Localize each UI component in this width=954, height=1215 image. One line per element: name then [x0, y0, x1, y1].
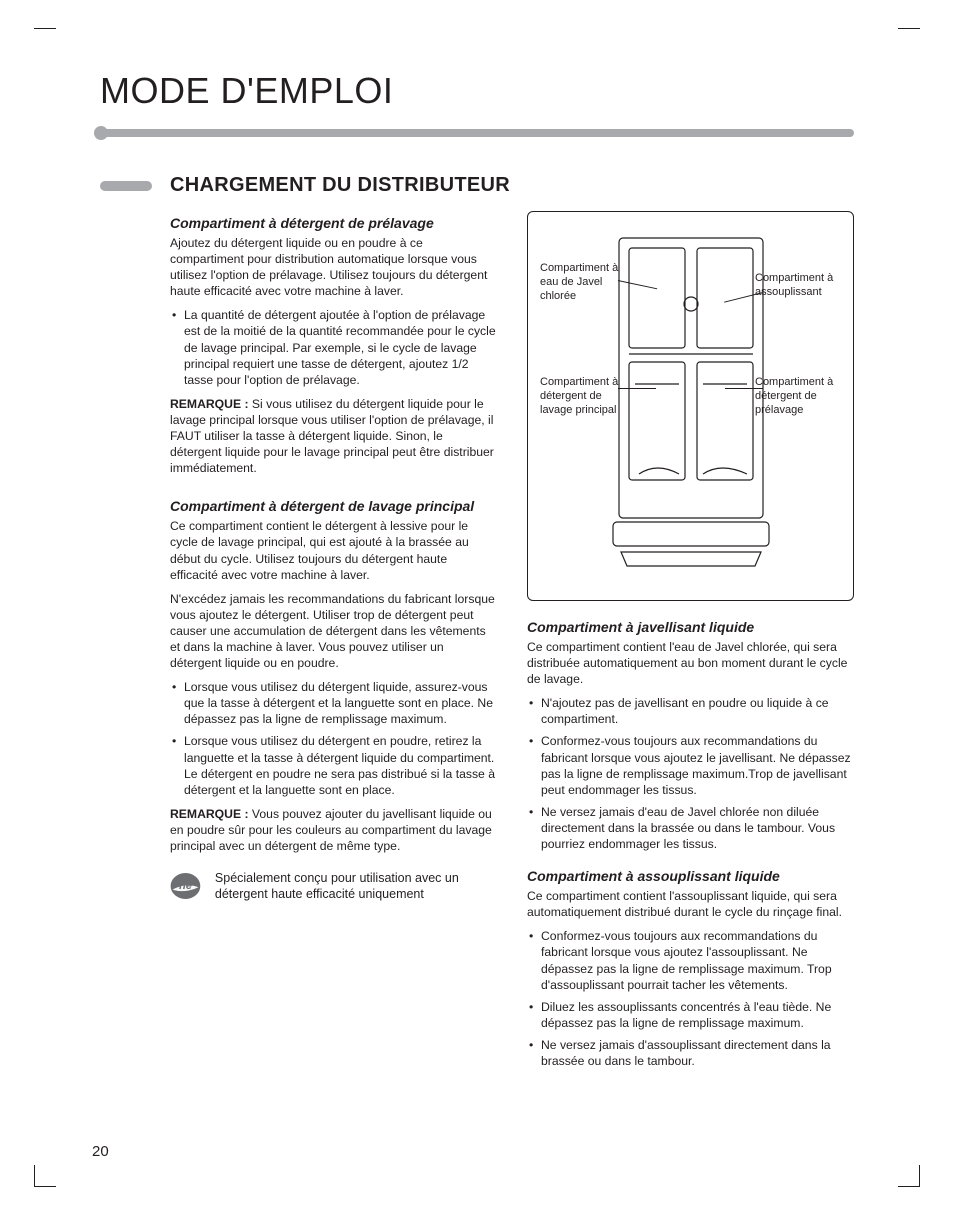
list-item: Diluez les assouplissants concentrés à l…: [527, 999, 854, 1031]
note-text: REMARQUE : Vous pouvez ajouter du javell…: [170, 806, 497, 854]
list-item: Ne versez jamais d'eau de Javel chlorée …: [527, 804, 854, 852]
crop-mark: [34, 28, 56, 29]
list-item: Conformez-vous toujours aux recommandati…: [527, 733, 854, 797]
note-label: REMARQUE :: [170, 807, 249, 821]
he-badge-icon: he: [170, 864, 201, 908]
body-text: Ce compartiment contient le détergent à …: [170, 518, 497, 582]
crop-mark: [34, 1165, 35, 1187]
he-badge-row: he Spécialement conçu pour utilisation a…: [170, 864, 497, 908]
right-column: Compartiment à eau de Javel chlorée Comp…: [527, 211, 854, 1077]
crop-mark: [919, 1165, 920, 1187]
subhead-bleach: Compartiment à javellisant liquide: [527, 619, 854, 635]
leader-line: [725, 388, 763, 389]
bullet-list: Lorsque vous utilisez du détergent liqui…: [170, 679, 497, 798]
bullet-list: Conformez-vous toujours aux recommandati…: [527, 928, 854, 1069]
bullet-list: N'ajoutez pas de javellisant en poudre o…: [527, 695, 854, 852]
diagram-label-main: Compartiment à détergent de lavage princ…: [540, 376, 626, 417]
page-number: 20: [92, 1143, 109, 1160]
list-item: Conformez-vous toujours aux recommandati…: [527, 928, 854, 992]
header-rule: [100, 126, 854, 140]
he-caption: Spécialement conçu pour utilisation avec…: [215, 870, 497, 903]
crop-mark: [34, 1186, 56, 1187]
body-text: N'excédez jamais les recommandations du …: [170, 591, 497, 671]
crop-mark: [898, 1186, 920, 1187]
subhead-softener: Compartiment à assouplissant liquide: [527, 868, 854, 884]
crop-mark: [898, 28, 920, 29]
subhead-prewash: Compartiment à détergent de prélavage: [170, 215, 497, 231]
note-label: REMARQUE :: [170, 397, 249, 411]
list-item: Lorsque vous utilisez du détergent en po…: [170, 733, 497, 797]
list-item: N'ajoutez pas de javellisant en poudre o…: [527, 695, 854, 727]
header-rule-bar: [100, 129, 854, 137]
body-text: Ajoutez du détergent liquide ou en poudr…: [170, 235, 497, 299]
section-title: CHARGEMENT DU DISTRIBUTEUR: [170, 174, 510, 197]
body-text: Ce compartiment contient l'eau de Javel …: [527, 639, 854, 687]
diagram-label-softener: Compartiment à assouplissant: [755, 272, 841, 300]
list-item: Lorsque vous utilisez du détergent liqui…: [170, 679, 497, 727]
bullet-list: La quantité de détergent ajoutée à l'opt…: [170, 307, 497, 387]
he-badge-text: he: [179, 880, 192, 892]
note-text: REMARQUE : Si vous utilisez du détergent…: [170, 396, 497, 476]
diagram-label-bleach: Compartiment à eau de Javel chlorée: [540, 262, 626, 303]
left-column: Compartiment à détergent de prélavage Aj…: [170, 211, 497, 1077]
list-item: La quantité de détergent ajoutée à l'opt…: [170, 307, 497, 387]
page: MODE D'EMPLOI CHARGEMENT DU DISTRIBUTEUR…: [0, 0, 954, 1215]
body-text: Ce compartiment contient l'assouplissant…: [527, 888, 854, 920]
list-item: Ne versez jamais d'assouplissant directe…: [527, 1037, 854, 1069]
section-pill-icon: [100, 181, 152, 191]
leader-line: [618, 388, 656, 389]
document-title: MODE D'EMPLOI: [100, 70, 874, 112]
section-header: CHARGEMENT DU DISTRIBUTEUR: [100, 174, 874, 197]
diagram-label-prewash: Compartiment à détergent de prélavage: [755, 376, 841, 417]
dispenser-diagram: Compartiment à eau de Javel chlorée Comp…: [527, 211, 854, 601]
content-columns: Compartiment à détergent de prélavage Aj…: [170, 211, 854, 1077]
subhead-mainwash: Compartiment à détergent de lavage princ…: [170, 498, 497, 514]
dispenser-drawing: [611, 234, 771, 574]
